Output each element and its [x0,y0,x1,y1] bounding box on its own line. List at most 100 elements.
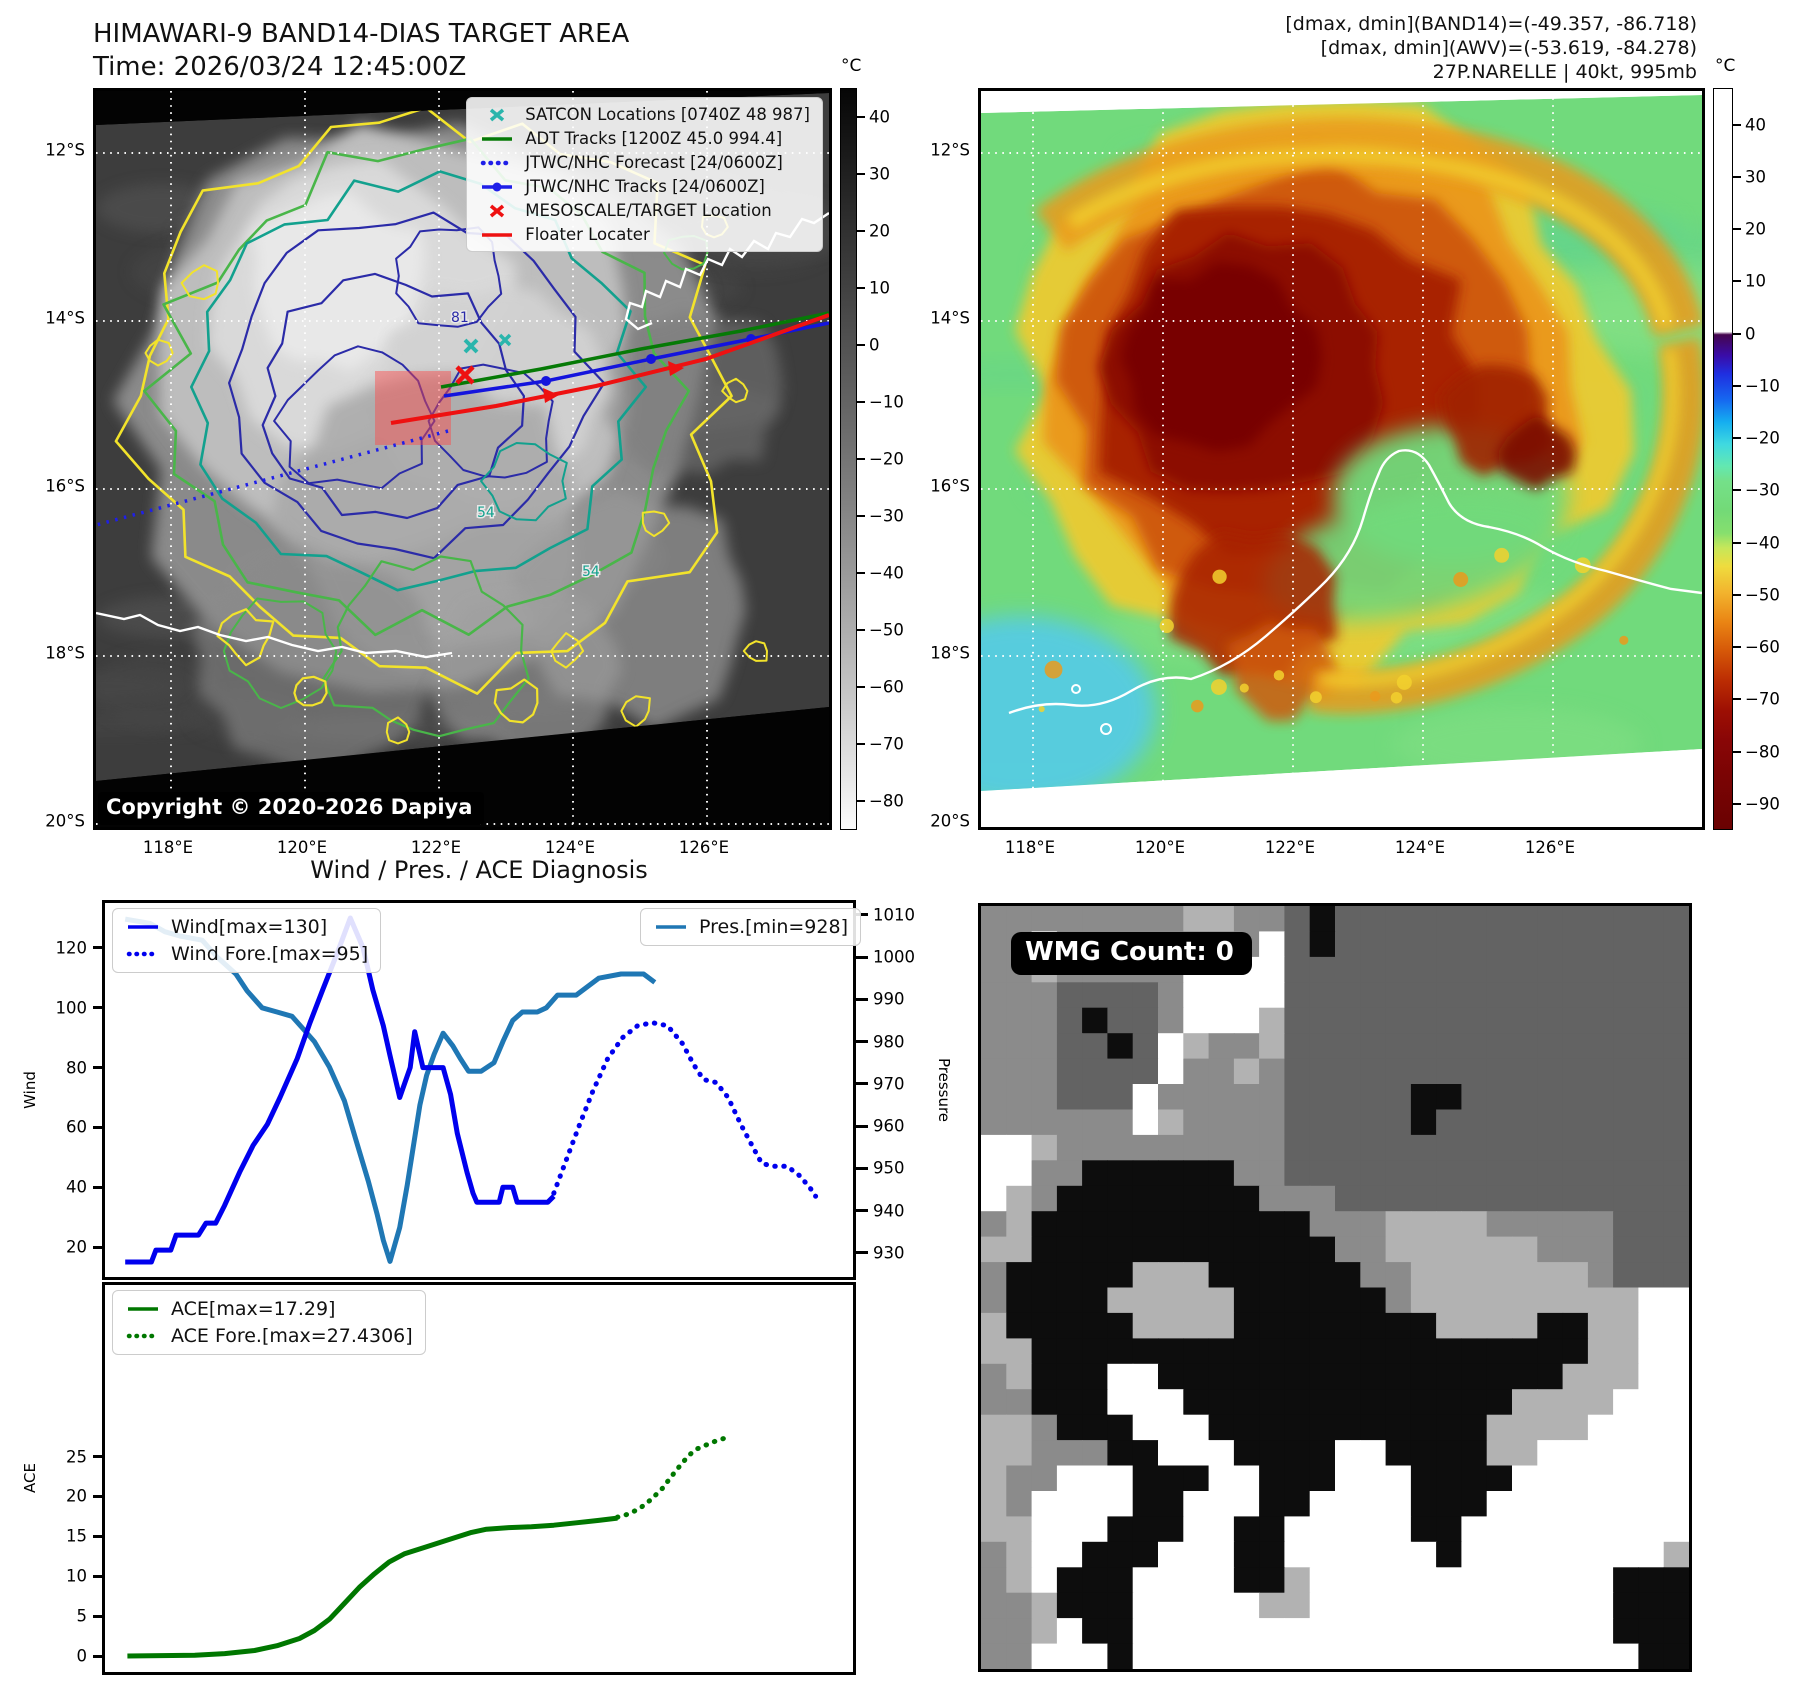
awv-cbar-tick: 10 [1745,271,1766,291]
wind-tickmark [93,1006,105,1010]
awv-cbar-tick: −70 [1745,689,1780,709]
awv-cbar-tickmark [1733,646,1741,649]
band14-cbar-tickmark [857,229,865,232]
map-legend-item: JTWC/NHC Tracks [24/0600Z] [479,177,810,196]
band14-cbar-tick: −50 [869,620,904,640]
awv-cbar-tick: −50 [1745,585,1780,605]
ace-axis-tick: 25 [66,1447,87,1467]
chart-legend-item: ACE Fore.[max=27.4306] [125,1325,413,1347]
pressure-axis-tick: 1010 [873,905,915,925]
line-marker-icon [482,136,513,141]
band14-cbar-tick: −20 [869,449,904,469]
band14-cbar-tick: 30 [869,164,890,184]
svg-text:54: 54 [582,564,600,580]
pressure-tickmark [856,1082,868,1086]
copyright-label: Copyright © 2020-2026 Dapiya [98,792,485,825]
band14-cbar-tickmark [857,743,865,746]
x-marker-icon [490,108,505,121]
page-title: HIMAWARI-9 BAND14-DIAS TARGET AREA [93,19,630,49]
pressure-tickmark [856,1040,868,1044]
map-legend-item: ADT Tracks [1200Z 45.0 994.4] [479,129,810,148]
band14-lon-tick: 126°E [678,838,730,857]
wmg-count-badge: WMG Count: 0 [1011,932,1252,975]
svg-text:54: 54 [477,505,495,521]
pressure-tickmark [856,997,868,1001]
band14-cbar-tick: 40 [869,107,890,127]
awv-lat-tick: 16°S [930,476,970,496]
band14-lat-tick: 14°S [45,308,85,328]
wind-axis-tick: 20 [66,1237,87,1257]
band14-cbar-tick: −30 [869,506,904,526]
svg-text:81: 81 [451,310,469,326]
awv-cbar-tick: 20 [1745,219,1766,239]
pressure-axis-tick: 970 [873,1074,905,1094]
band14-cbar-tickmark [857,572,865,575]
chart-legend-label: Wind Fore.[max=95] [171,943,369,965]
ace-chart [127,1434,730,1659]
band14-cbar-tickmark [857,515,865,518]
band14-colorbar [840,88,857,830]
ace-tickmark [93,1614,105,1618]
band14-cbar-tick: −70 [869,734,904,754]
map-legend-label: Floater Locater [525,225,650,244]
pressure-tickmark [856,1251,868,1255]
awv-map-panel [978,88,1705,830]
band14-colorbar-unit: °C [841,56,862,76]
pressure-tickmark [856,1166,868,1170]
pressure-axis-label: Pressure [935,1057,953,1123]
storm-id-intensity: 27P.NARELLE | 40kt, 995mb [1432,61,1697,83]
awv-cbar-tickmark [1733,332,1741,335]
map-legend-label: JTWC/NHC Forecast [24/0600Z] [525,153,783,172]
map-legend-label: SATCON Locations [0740Z 48 987] [525,105,810,124]
line-marker-icon [128,925,158,929]
band14-cbar-tick: −10 [869,392,904,412]
pressure-axis-tick: 930 [873,1243,905,1263]
awv-cbar-tick: 40 [1745,115,1766,135]
awv-cbar-tickmark [1733,384,1741,387]
chart-legend-label: Wind[max=130] [171,916,328,938]
pressure-tickmark [856,955,868,959]
line-marker-icon [128,1307,158,1311]
awv-lon-tick: 126°E [1524,838,1576,857]
awv-cbar-tickmark [1733,750,1741,753]
map-legend-item: SATCON Locations [0740Z 48 987] [479,105,810,124]
dmax-dmin-awv: [dmax, dmin](AWV)=(-53.619, -84.278) [1320,37,1697,59]
band14-lat-tick: 20°S [45,811,85,831]
band14-cbar-tick: 10 [869,278,890,298]
awv-cbar-tick: −80 [1745,742,1780,762]
awv-map-image [981,91,1702,827]
ace-axis-tick: 5 [76,1606,88,1626]
band14-cbar-tickmark [857,343,865,346]
pressure-axis-tick: 990 [873,989,905,1009]
band14-lon-tick: 120°E [276,838,328,857]
line-marker-icon [656,925,686,929]
band14-cbar-tick: −80 [869,791,904,811]
ace-axis-tick: 0 [76,1646,88,1666]
pressure-axis-tick: 940 [873,1201,905,1221]
wind-axis-tick: 40 [66,1177,87,1197]
awv-cbar-tickmark [1733,489,1741,492]
pressure-legend: Pres.[min=928] [640,908,861,946]
wind-axis-tick: 100 [55,998,88,1018]
awv-cbar-tickmark [1733,175,1741,178]
awv-lon-tick: 124°E [1394,838,1446,857]
wmg-panel: WMG Count: 0 [978,903,1692,1672]
awv-cbar-tick: −90 [1745,794,1780,814]
line-marker-icon [482,232,513,237]
wmg-mosaic-image [981,906,1689,1669]
band14-cbar-tick: −60 [869,677,904,697]
awv-cbar-tickmark [1733,437,1741,440]
pressure-tickmark [856,1124,868,1128]
chart-legend-item: ACE[max=17.29] [125,1298,413,1320]
awv-cbar-tick: −20 [1745,428,1780,448]
timestamp: Time: 2026/03/24 12:45:00Z [93,52,467,82]
awv-cbar-tickmark [1733,698,1741,701]
wind-legend: Wind[max=130] Wind Fore.[max=95] [112,908,382,973]
band14-cbar-tick: 0 [869,335,880,355]
ace-axis-tick: 15 [66,1526,87,1546]
awv-cbar-tickmark [1733,802,1741,805]
awv-lon-tick: 118°E [1004,838,1056,857]
band14-cbar-tickmark [857,800,865,803]
x-marker-icon [490,204,505,217]
